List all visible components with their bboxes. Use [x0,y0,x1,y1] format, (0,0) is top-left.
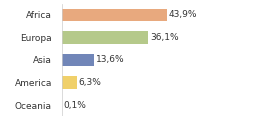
Text: 36,1%: 36,1% [150,33,179,42]
Text: 43,9%: 43,9% [169,10,197,19]
Bar [62,76,77,89]
Bar [62,54,94,66]
Text: 6,3%: 6,3% [79,78,102,87]
Bar [62,31,148,44]
Bar [62,9,167,21]
Text: 13,6%: 13,6% [96,55,125,64]
Text: 0,1%: 0,1% [64,101,87,110]
